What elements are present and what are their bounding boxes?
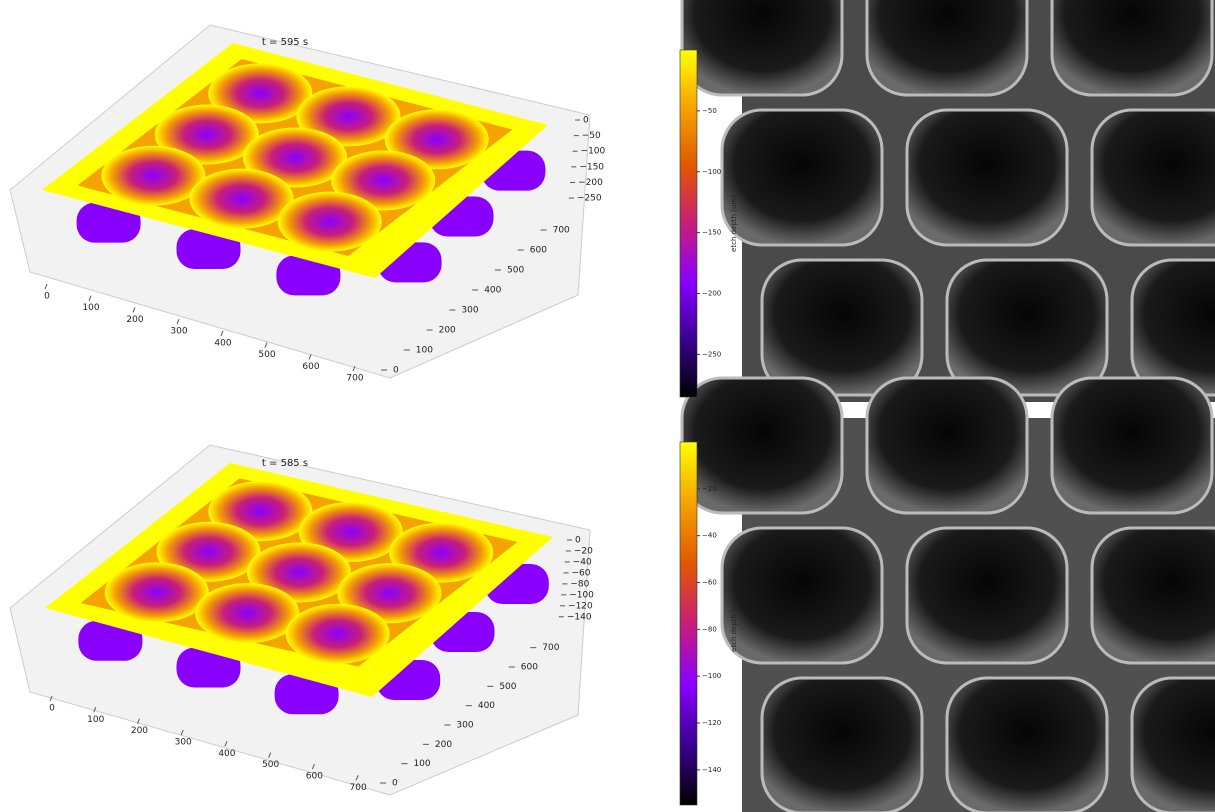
- x-tick-label: 200: [126, 315, 143, 325]
- x-tick: [309, 354, 311, 359]
- y-tick-label: 0: [393, 366, 399, 376]
- etch-well: [286, 604, 390, 664]
- x-tick-label: 400: [214, 338, 231, 348]
- sem-pit: [907, 110, 1067, 245]
- x-tick-label: 500: [262, 760, 279, 770]
- colorbar-tick-label: −60: [702, 579, 717, 587]
- z-tick-label: −200: [578, 178, 603, 188]
- y-tick-label: 200: [439, 326, 456, 336]
- x-tick-label: 0: [44, 292, 50, 302]
- colorbar-tick-label: −20: [702, 485, 717, 493]
- sem-pit: [762, 678, 922, 812]
- y-tick-label: 200: [435, 740, 452, 750]
- etch-well: [195, 583, 299, 643]
- x-tick: [177, 319, 179, 324]
- colorbar-tick-label: −50: [702, 107, 717, 115]
- sem-pit: [867, 0, 1027, 95]
- z-tick-label: −60: [572, 568, 591, 578]
- z-tick-label: −140: [567, 612, 592, 622]
- z-tick-label: −100: [581, 147, 606, 157]
- z-tick-label: −80: [570, 579, 589, 589]
- x-tick-label: 100: [87, 715, 104, 725]
- x-tick-label: 600: [306, 772, 323, 782]
- x-tick-label: 300: [170, 327, 187, 337]
- colorbar: [680, 442, 697, 805]
- x-tick-label: 300: [175, 738, 192, 748]
- sem-pit: [1132, 260, 1215, 395]
- colorbar-tick-label: −150: [702, 229, 721, 237]
- x-tick-label: 0: [49, 704, 55, 714]
- sem-pit: [722, 528, 882, 663]
- z-tick-label: 0: [583, 116, 589, 126]
- z-tick-label: −20: [574, 546, 593, 556]
- x-tick-label: 400: [218, 749, 235, 759]
- colorbar-tick-label: −40: [702, 532, 717, 540]
- y-tick-label: 400: [484, 286, 501, 296]
- y-tick-label: 100: [416, 346, 433, 356]
- colorbar-tick-label: 0: [702, 438, 706, 446]
- z-tick-label: −50: [582, 131, 601, 141]
- x-tick-label: 700: [350, 783, 367, 793]
- y-tick-label: 300: [461, 306, 478, 316]
- x-tick: [45, 284, 47, 289]
- y-tick-label: 100: [413, 759, 430, 769]
- sem-pit: [1132, 678, 1215, 812]
- sem-pit: [1052, 378, 1212, 513]
- y-tick-label: 700: [553, 226, 570, 236]
- colorbar: [680, 50, 697, 397]
- y-tick-label: 0: [392, 779, 398, 789]
- z-tick-label: −250: [577, 194, 602, 204]
- x-tick-label: 100: [82, 303, 99, 313]
- sem-pit: [762, 260, 922, 395]
- y-tick-label: 300: [456, 721, 473, 731]
- etch-well: [278, 192, 382, 252]
- x-tick-label: 500: [258, 350, 275, 360]
- x-tick-label: 200: [131, 726, 148, 736]
- colorbar-tick-label: −120: [702, 719, 721, 727]
- y-tick-label: 400: [478, 701, 495, 711]
- x-tick: [265, 343, 267, 348]
- z-tick-label: −40: [573, 557, 592, 567]
- etch-well: [105, 562, 209, 622]
- z-tick-label: −120: [568, 601, 593, 611]
- y-tick-label: 700: [542, 643, 559, 653]
- z-tick-label: −150: [579, 162, 604, 172]
- sem-pit: [722, 110, 882, 245]
- colorbar-tick-label: −200: [702, 290, 721, 298]
- sem-pit: [947, 260, 1107, 395]
- x-tick-label: 700: [346, 374, 363, 384]
- page: {"chart_data": [ {"type": "surface3d", "…: [0, 0, 1215, 812]
- plot-title: t = 595 s: [262, 37, 308, 48]
- colorbar-tick-label: −80: [702, 625, 717, 633]
- x-tick: [89, 296, 91, 301]
- colorbar-tick-label: 0: [702, 46, 706, 54]
- figure: t = 595 s 0 100 200 300 400 500 600 700 0 100 200 30…: [0, 0, 1215, 812]
- y-tick-label: 500: [499, 682, 516, 692]
- colorbar-tick-label: −140: [702, 766, 721, 774]
- sem-pit: [1092, 110, 1215, 245]
- sem-pit: [1092, 528, 1215, 663]
- plot-title: t = 585 s: [262, 458, 308, 469]
- sem-pit: [907, 528, 1067, 663]
- x-tick-label: 600: [302, 362, 319, 372]
- z-tick-label: 0: [575, 536, 581, 546]
- sem-pit: [1052, 0, 1212, 95]
- sem-image-top: [682, 0, 1215, 402]
- colorbar-tick-label: −250: [702, 350, 721, 358]
- sem-pit: [867, 378, 1027, 513]
- z-tick-label: −100: [569, 590, 594, 600]
- colorbar-label: etch depth [um]: [730, 195, 738, 252]
- y-tick-label: 500: [507, 266, 524, 276]
- sem-pit: [947, 678, 1107, 812]
- y-tick-label: 600: [521, 663, 538, 673]
- colorbar-tick-label: −100: [702, 168, 721, 176]
- y-tick-label: 600: [530, 246, 547, 256]
- sem-image-bottom: [682, 378, 1215, 812]
- colorbar-tick-label: −100: [702, 672, 721, 680]
- x-tick: [221, 331, 223, 336]
- colorbar-label: etch depth [um]: [730, 595, 738, 652]
- x-tick: [133, 307, 135, 312]
